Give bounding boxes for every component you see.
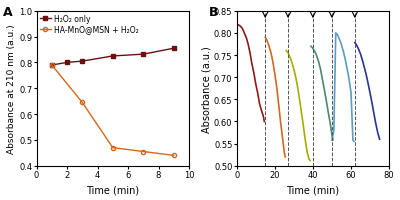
X-axis label: Time (min): Time (min) — [286, 185, 340, 194]
H₂O₂ only — [110, 55, 115, 58]
H₂O₂ only — [80, 61, 85, 63]
HA-MnO@MSN + H₂O₂ — [80, 102, 85, 104]
HA-MnO@MSN + H₂O₂ — [50, 64, 54, 67]
Line: H₂O₂ only: H₂O₂ only — [50, 47, 176, 67]
Y-axis label: Absorbance at 210 nm (a.u.): Absorbance at 210 nm (a.u.) — [7, 24, 16, 153]
Text: A: A — [3, 6, 13, 18]
HA-MnO@MSN + H₂O₂ — [171, 154, 176, 157]
HA-MnO@MSN + H₂O₂ — [110, 147, 115, 149]
Legend: H₂O₂ only, HA-MnO@MSN + H₂O₂: H₂O₂ only, HA-MnO@MSN + H₂O₂ — [38, 13, 140, 36]
H₂O₂ only — [171, 48, 176, 50]
Line: HA-MnO@MSN + H₂O₂: HA-MnO@MSN + H₂O₂ — [50, 64, 176, 158]
HA-MnO@MSN + H₂O₂ — [141, 151, 146, 153]
H₂O₂ only — [65, 62, 70, 64]
H₂O₂ only — [50, 64, 54, 67]
Text: B: B — [209, 6, 219, 18]
Y-axis label: Absorbance (a.u.): Absorbance (a.u.) — [201, 46, 211, 132]
H₂O₂ only — [141, 54, 146, 56]
X-axis label: Time (min): Time (min) — [86, 185, 139, 194]
